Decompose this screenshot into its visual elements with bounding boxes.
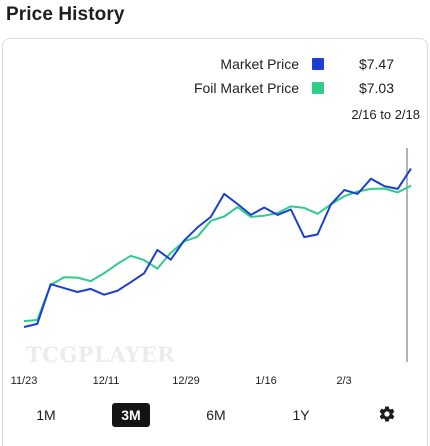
foil-price-swatch bbox=[312, 82, 324, 94]
market-price-swatch bbox=[312, 58, 324, 70]
chart-settings-button[interactable] bbox=[378, 405, 396, 423]
range-6m-button[interactable]: 6M bbox=[206, 407, 226, 423]
hover-date-range: 2/16 to 2/18 bbox=[351, 107, 420, 122]
x-tick-label: 1/16 bbox=[255, 375, 277, 387]
x-tick-label: 11/23 bbox=[10, 375, 38, 387]
x-tick-label: 2/3 bbox=[336, 375, 352, 387]
legend-foil-label: Foil Market Price bbox=[193, 80, 299, 96]
range-1m-button[interactable]: 1M bbox=[36, 407, 56, 423]
foil-market-price-line bbox=[23, 184, 412, 323]
legend-market-price: Market Price $7.47 bbox=[150, 56, 394, 76]
legend-market-label: Market Price bbox=[220, 56, 299, 72]
x-tick-label: 12/29 bbox=[172, 375, 200, 387]
legend-foil-market-price: Foil Market Price $7.03 bbox=[150, 80, 394, 100]
gear-icon bbox=[379, 406, 395, 422]
market-price-line bbox=[23, 168, 412, 328]
foil-price-value: $7.03 bbox=[358, 80, 394, 96]
x-tick-label: 12/11 bbox=[92, 375, 120, 387]
price-history-card bbox=[2, 38, 428, 446]
market-price-value: $7.47 bbox=[358, 56, 394, 72]
tcgplayer-watermark: TCGPLAYER bbox=[26, 342, 176, 367]
range-3m-button[interactable]: 3M bbox=[112, 403, 150, 427]
range-1y-button[interactable]: 1Y bbox=[292, 407, 310, 423]
page-title: Price History bbox=[6, 4, 125, 25]
